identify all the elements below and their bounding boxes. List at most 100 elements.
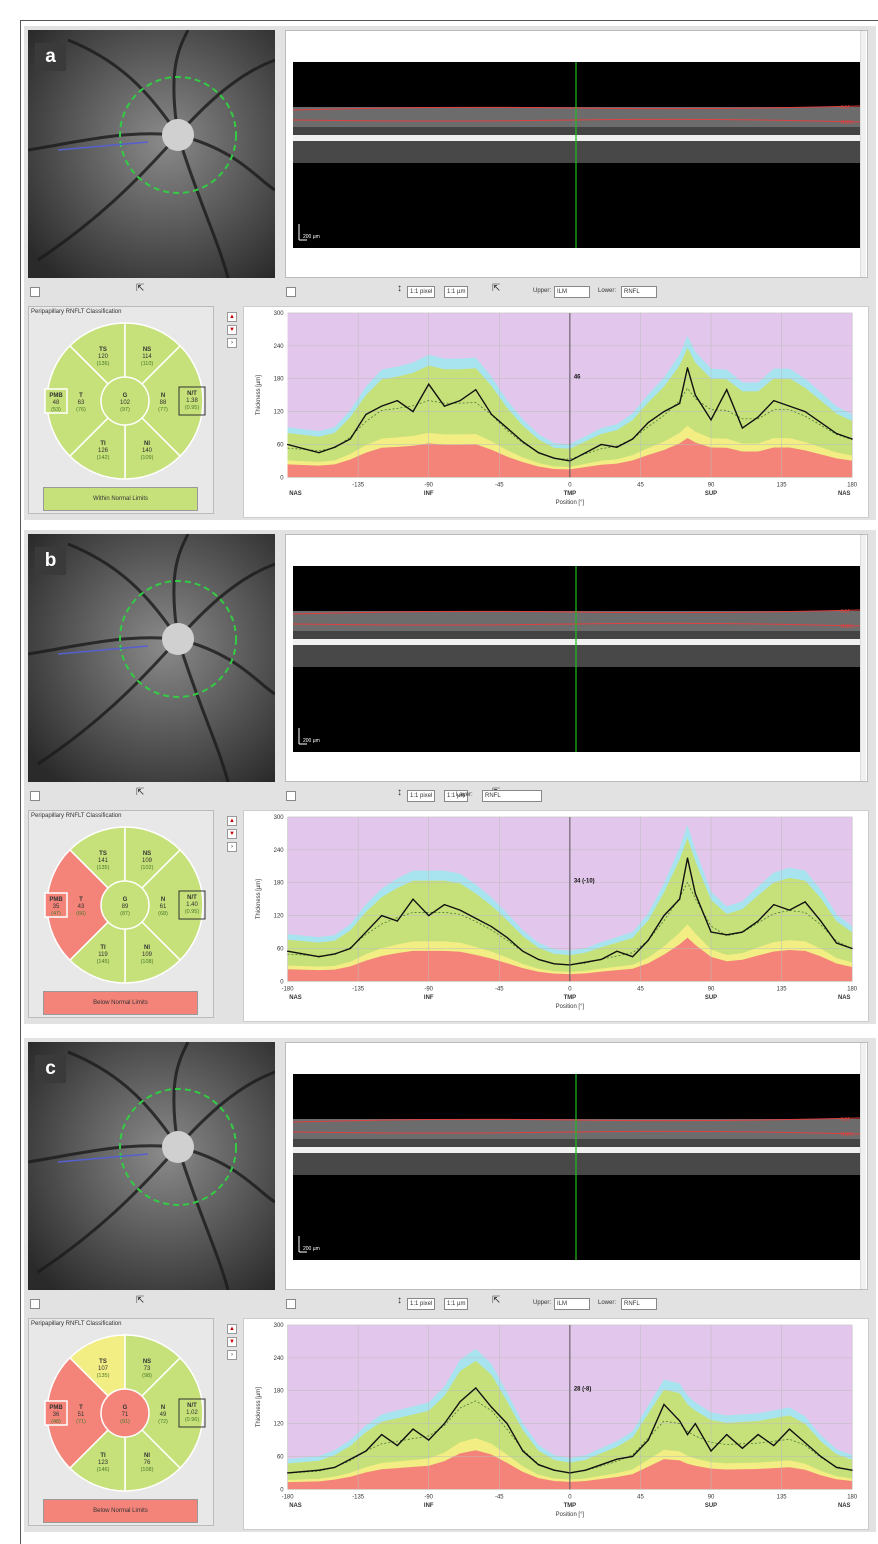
data-point [686,1433,689,1436]
bscan-checkbox[interactable] [286,1299,296,1309]
sector-pmb[interactable] [44,892,68,918]
data-point [506,427,508,429]
scan-circle [119,580,237,698]
pointer-icon[interactable]: ⇱ [492,283,501,294]
fundus-checkbox[interactable] [30,287,40,297]
data-point [686,367,689,369]
data-point [584,961,587,963]
fundus-graphic [28,30,275,278]
expand-button[interactable]: › [227,1350,237,1360]
data-point [741,427,743,429]
lower-select[interactable]: RNFL [621,286,657,298]
sector-pmb[interactable] [44,388,68,414]
lower-label: Lower: [598,288,617,294]
sector-pie: TS 107 (135) NS 73 (98) T 51 (71) G 71 (91) N 49 (72) T… [44,1333,206,1493]
sector-n[interactable] [123,344,204,458]
sector-n[interactable] [123,1356,204,1470]
data-point [365,1450,367,1452]
ilm-tag: ILM [841,1117,849,1123]
data-point [286,443,289,446]
x-tick-label: 135 [777,482,788,488]
height-icon[interactable]: ↕ [397,787,402,798]
scroll-down-button[interactable]: ▼ [227,1337,237,1347]
expand-button[interactable]: › [227,338,237,348]
data-point [522,441,524,443]
scale-pixel-button[interactable]: 1:1 pixel [407,790,436,802]
rnfl-boundary [293,1130,860,1135]
data-point [584,452,587,454]
data-point [788,405,791,407]
sector-name: PMB [49,1405,63,1411]
sector-value: 43 [78,904,85,910]
data-point [851,947,853,950]
scroll-up-button[interactable]: ▲ [227,816,237,826]
scroll-up-button[interactable]: ▲ [227,312,237,322]
optic-disc [162,119,194,151]
data-point [600,1464,602,1466]
data-point [679,898,681,900]
data-point [428,915,430,917]
sector-reference: (71) [76,1419,86,1425]
data-point [443,405,445,407]
sector-g[interactable] [100,376,150,426]
pointer-icon[interactable]: ⇱ [136,787,145,798]
sector-reference: (109) [141,455,154,461]
normative-mean-line [287,881,853,966]
data-point [694,893,696,895]
sector-reference: (72) [158,1419,168,1425]
fundus-checkbox[interactable] [30,791,40,801]
data-point [710,931,712,933]
sector-value: 89 [122,904,129,910]
scroll-up-button[interactable]: ▲ [227,1324,237,1334]
upper-select[interactable]: ILM [554,1298,590,1310]
pointer-icon[interactable]: ⇱ [136,283,145,294]
sector-reference: (108) [141,959,154,965]
pointer-icon[interactable]: ⇱ [492,1295,501,1306]
scroll-down-button[interactable]: ▼ [227,325,237,335]
height-icon[interactable]: ↕ [397,283,402,294]
region-label: TMP [564,491,577,497]
bscan-scrollbar[interactable] [860,535,866,781]
data-point [381,405,383,407]
x-tick-label: 45 [637,1494,644,1500]
sector-g[interactable] [100,880,150,930]
sector-value: 61 [160,904,167,910]
data-point [349,947,351,950]
data-point [600,958,602,961]
data-point [553,963,555,965]
data-point [286,950,289,952]
sector-g[interactable] [100,1388,150,1438]
fundus-checkbox[interactable] [30,1299,40,1309]
bscan-checkbox[interactable] [286,791,296,801]
x-tick-label: 0 [568,482,572,488]
sector-value: 51 [78,1412,85,1418]
sector-reference: (136) [97,361,110,367]
scale-pixel-button[interactable]: 1:1 pixel [407,1298,436,1310]
layer-select[interactable]: RNFL [482,790,542,802]
sector-value: 49 [160,1412,167,1418]
sector-value: 1.38 [186,398,198,404]
height-icon[interactable]: ↕ [397,1295,402,1306]
scale-um-button[interactable]: 1:1 µm [444,1298,469,1310]
nt-ratio-box [178,386,206,416]
data-point [334,953,336,955]
lower-select[interactable]: RNFL [621,1298,657,1310]
bscan-scrollbar[interactable] [860,31,866,277]
sector-name: PMB [49,897,63,903]
sector-value: 63 [78,400,85,406]
scale-um-button[interactable]: 1:1 µm [444,790,469,802]
pointer-icon[interactable]: ⇱ [136,1295,145,1306]
data-point [506,936,508,939]
bscan-scrollbar[interactable] [860,1043,866,1289]
x-tick-label: 45 [637,482,644,488]
scale-um-button[interactable]: 1:1 µm [444,286,469,298]
expand-button[interactable]: › [227,842,237,852]
bscan-checkbox[interactable] [286,287,296,297]
sector-value: 126 [98,448,109,454]
scroll-down-button[interactable]: ▼ [227,829,237,839]
sector-pmb[interactable] [44,1400,68,1426]
upper-select[interactable]: ILM [554,286,590,298]
scale-pixel-button[interactable]: 1:1 pixel [407,286,436,298]
sector-name: NI [144,441,150,447]
sector-n[interactable] [123,848,204,962]
